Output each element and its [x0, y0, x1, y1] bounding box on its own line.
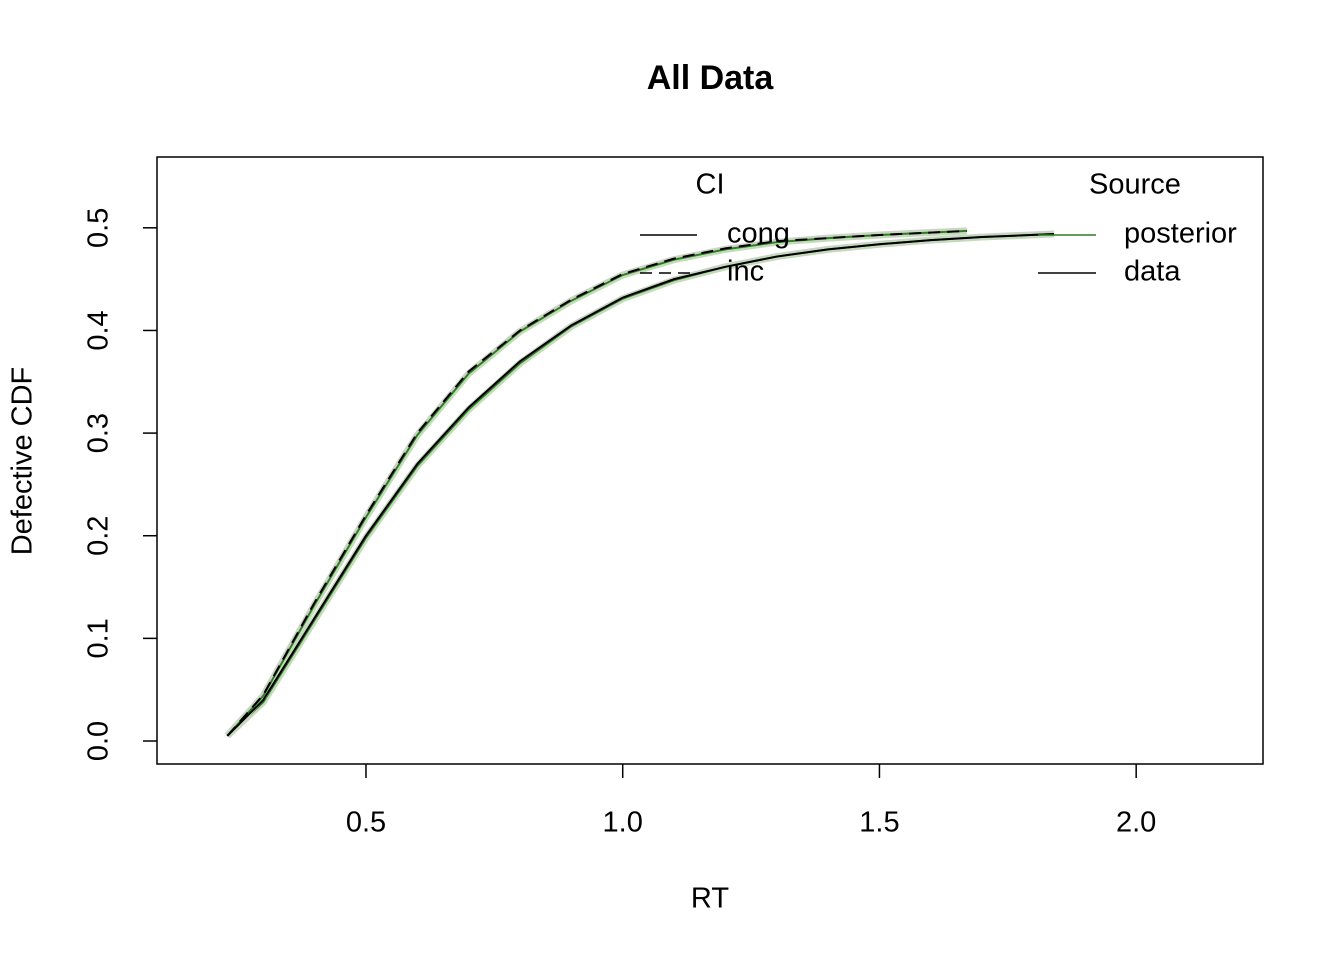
- ci-band: [224, 227, 967, 739]
- ci-band: [224, 230, 1055, 739]
- legend-label: posterior: [1124, 218, 1237, 250]
- legend-label: data: [1124, 256, 1181, 288]
- y-tick-label: 0.3: [83, 413, 115, 453]
- x-axis-label: RT: [691, 883, 729, 915]
- y-tick-label: 0.2: [83, 516, 115, 556]
- series-line: [226, 229, 967, 737]
- legend-label: inc: [727, 256, 764, 288]
- y-tick-label: 0.4: [83, 310, 115, 350]
- y-axis-label: Defective CDF: [7, 367, 39, 556]
- legend-label: cong: [727, 218, 790, 250]
- x-tick-label: 1.5: [859, 807, 899, 839]
- legend-title: CI: [696, 169, 725, 201]
- y-tick-label: 0.1: [83, 618, 115, 658]
- x-tick-label: 2.0: [1116, 807, 1156, 839]
- series-line: [226, 232, 1055, 737]
- chart-title: All Data: [647, 59, 775, 97]
- series-line: [226, 229, 967, 737]
- legend-title: Source: [1089, 169, 1181, 201]
- y-tick-label: 0.0: [83, 721, 115, 761]
- y-tick-label: 0.5: [83, 208, 115, 248]
- series-line: [226, 232, 1055, 737]
- x-tick-label: 1.0: [603, 807, 643, 839]
- plot-frame: [156, 156, 1264, 765]
- x-tick-label: 0.5: [346, 807, 386, 839]
